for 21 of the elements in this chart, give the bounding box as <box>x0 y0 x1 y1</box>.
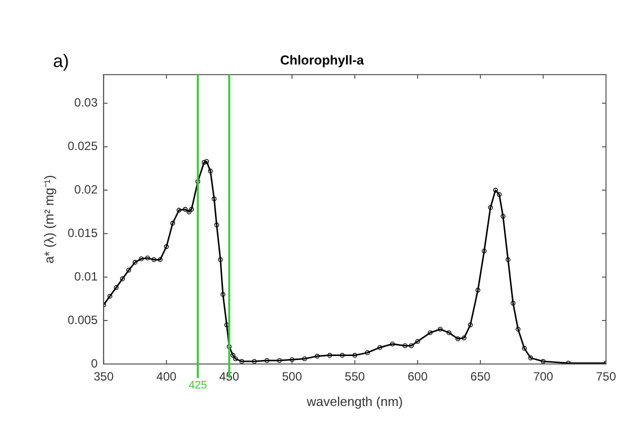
x-tick-label: 600 <box>408 370 428 384</box>
x-axis-title: wavelength (nm) <box>306 394 403 409</box>
chart-title: Chlorophyll-a <box>280 52 365 68</box>
y-tick-label: 0.02 <box>74 182 98 196</box>
y-tick-label: 0 <box>90 356 98 370</box>
x-tick-label: 650 <box>470 370 491 384</box>
y-tick-label: 0.01 <box>74 269 98 284</box>
x-tick-label: 350 <box>94 370 114 384</box>
y-tick-label: 0.015 <box>68 226 98 240</box>
x-tick-label: 400 <box>156 370 177 384</box>
y-tick-label: 0.03 <box>74 96 98 110</box>
x-tick-label: 550 <box>344 370 366 384</box>
x-tick-label: 700 <box>533 370 554 384</box>
y-tick-label: 0.025 <box>68 139 98 154</box>
x-tick-label: 500 <box>282 370 302 384</box>
x-tick-label: 450 <box>219 370 240 384</box>
x-tick-label: 750 <box>596 370 616 384</box>
y-axis-title: a* (λ) (m² mg⁻¹) <box>41 175 56 264</box>
ref-line-label: 425 <box>188 380 208 392</box>
y-tick-label: 0.005 <box>68 312 98 327</box>
text: a) <box>53 50 70 71</box>
